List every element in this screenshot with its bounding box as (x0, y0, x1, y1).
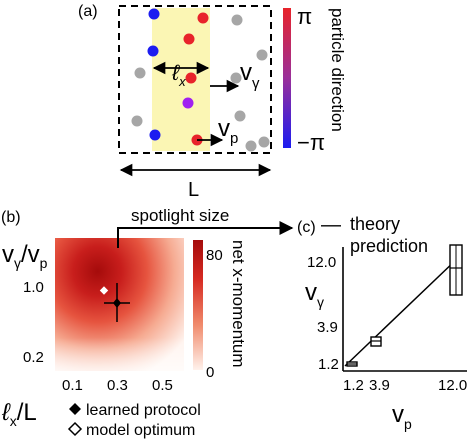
particle-purple (182, 97, 194, 109)
panel-c: (c) — theory prediction 12.0 3.9 1.2 1.2… (297, 214, 467, 432)
particle-red (183, 33, 195, 45)
panel-b-label: (b) (1, 209, 21, 226)
panel-c-xtick-3: 12.0 (438, 377, 467, 394)
momentum-colorbar (193, 240, 203, 370)
particle-gray (234, 110, 246, 122)
callout-line (117, 221, 294, 248)
panel-b-ylabel: vγ/vp (2, 241, 48, 271)
particle-gray (231, 14, 243, 26)
spotlight-width-label: ℓx (171, 60, 186, 89)
legend-model-optimum: model optimum (86, 422, 195, 439)
panel-c-ytick-2: 3.9 (317, 319, 338, 336)
theory-line (344, 257, 459, 367)
panel-b-ytick-2: 0.2 (23, 349, 44, 366)
momentum-colorbar-title: net x-momentum (229, 240, 248, 368)
panel-b-ytick-1: 1.0 (23, 279, 44, 296)
particle-gray (131, 115, 143, 127)
particle-gray (245, 140, 257, 152)
spotlight-region (152, 8, 210, 151)
particle-gray (256, 49, 268, 61)
panel-b-xtick-1: 0.1 (62, 377, 83, 394)
panel-c-xtick-2: 3.9 (369, 377, 390, 394)
panel-c-xtick-1: 1.2 (343, 377, 364, 394)
legend-prediction: prediction (350, 236, 428, 256)
direction-colorbar-min: −π (297, 130, 325, 155)
panel-a-label: (a) (78, 3, 98, 20)
simulation-box (118, 5, 272, 154)
particle-red (185, 72, 197, 84)
panel-c-ylabel: vγ (305, 279, 324, 310)
callout-label: spotlight size (131, 206, 229, 225)
direction-colorbar-title: particle direction (328, 8, 347, 132)
panel-b: (b) vγ/vp 1.0 0.2 0.1 0.3 0.5 ℓx/L learn… (1, 206, 294, 439)
panel-c-xlabel: vp (392, 401, 412, 432)
particle-blue (147, 45, 159, 57)
particle-gray (258, 136, 270, 148)
momentum-colorbar-tick-top: 80 (206, 247, 223, 264)
panel-b-xlabel: ℓx/L (1, 399, 37, 429)
legend-theory-line: — (321, 214, 341, 236)
panel-a: (a) ℓx vγ vp L π −π particle direction (78, 3, 347, 201)
particle-gray (134, 67, 146, 79)
momentum-colorbar-tick-bottom: 0 (206, 364, 214, 381)
panel-c-ytick-3: 1.2 (318, 356, 339, 373)
direction-colorbar-max: π (297, 4, 312, 29)
panel-c-ytick-1: 12.0 (307, 254, 336, 271)
spotlight-velocity-label: vγ (240, 59, 260, 92)
panel-b-xtick-3: 0.5 (152, 377, 173, 394)
particle-blue (148, 8, 160, 20)
particle-red (197, 12, 209, 24)
panel-b-xtick-2: 0.3 (107, 377, 128, 394)
particle-velocity-label: vp (218, 115, 238, 147)
box-length-label: L (188, 179, 199, 201)
particle-blue (149, 129, 161, 141)
model-optimum-marker (99, 286, 109, 295)
panel-c-label: (c) (297, 219, 316, 236)
direction-colorbar (283, 8, 291, 148)
particles (131, 8, 270, 152)
legend-theory: theory (350, 214, 400, 234)
legend-learned-protocol: learned protocol (86, 402, 201, 419)
learned-protocol-marker (113, 298, 121, 308)
legend-filled-diamond-icon (69, 403, 81, 415)
legend-open-diamond-icon (67, 421, 83, 437)
